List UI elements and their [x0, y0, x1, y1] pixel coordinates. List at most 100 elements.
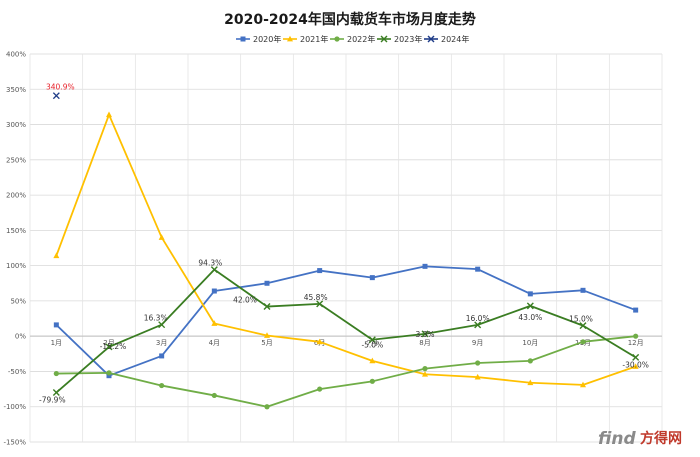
- data-point: [475, 360, 481, 366]
- data-point: [159, 382, 165, 389]
- data-point: [316, 300, 324, 308]
- data-labels: 340.9% -79.9% -15.2% 16.3% 94.3% 42.0% 45.8% -5…: [39, 83, 649, 405]
- chart-title: 2020-2024年国内载货车市场月度走势: [224, 11, 476, 28]
- data-point: [240, 36, 246, 42]
- x-tick-label: 2月: [103, 339, 114, 347]
- data-point: [527, 379, 534, 386]
- y-tick-label: -150%: [3, 439, 26, 447]
- data-point: [106, 370, 112, 376]
- x-tick-label: 10月: [522, 339, 538, 347]
- series-2021年: [53, 111, 639, 388]
- data-point: [368, 336, 376, 344]
- data-point: [53, 322, 59, 328]
- data-label: 42.0%: [233, 296, 257, 305]
- series-2023年: [52, 266, 640, 397]
- data-label: -5.0%: [361, 341, 383, 350]
- data-point: [106, 111, 112, 118]
- series-layer: [52, 92, 640, 410]
- series-line: [55, 268, 637, 394]
- legend-label: 2020年: [253, 34, 281, 44]
- data-point: [369, 357, 376, 364]
- data-point: [334, 36, 340, 42]
- data-point: [427, 35, 435, 43]
- data-point: [211, 320, 218, 326]
- legend-label: 2021年: [300, 34, 328, 44]
- data-point: [633, 307, 639, 313]
- data-point: [263, 303, 271, 311]
- data-point: [422, 371, 428, 377]
- x-tick-label: 1月: [51, 339, 62, 347]
- data-point: [580, 381, 586, 388]
- data-point: [106, 373, 112, 379]
- data-label: 340.9%: [46, 83, 75, 92]
- legend-item: 2024年: [424, 34, 469, 44]
- watermark-cn: 方得网: [640, 430, 682, 447]
- data-label: 15.0%: [569, 315, 593, 324]
- data-point: [210, 266, 218, 274]
- series-2022年: [53, 333, 639, 410]
- x-tick-label: 5月: [261, 339, 272, 347]
- y-tick-label: 150%: [6, 227, 26, 235]
- x-tick-label: 3月: [156, 339, 167, 347]
- legend-item: 2023年: [377, 34, 422, 44]
- data-point: [105, 343, 113, 351]
- x-axis: 1月2月3月4月5月6月7月8月9月10月11月12月: [51, 339, 644, 347]
- data-label: 94.3%: [198, 259, 222, 268]
- data-label: 16.0%: [466, 314, 490, 323]
- watermark: find 方得网: [598, 429, 682, 449]
- data-point: [527, 358, 533, 364]
- data-point: [579, 322, 587, 330]
- x-tick-label: 8月: [419, 339, 430, 347]
- y-axis: 400% 350% 300% 250% 200% 150% 100% 50% 0% -50% -10…: [3, 51, 26, 447]
- data-label: -30.0%: [622, 360, 649, 369]
- x-tick-label: 9月: [472, 339, 483, 347]
- data-point: [264, 404, 270, 410]
- data-point: [159, 353, 165, 359]
- data-point: [422, 263, 428, 269]
- series-line: [55, 265, 636, 377]
- y-tick-label: 200%: [6, 192, 26, 200]
- data-point: [264, 332, 270, 338]
- data-point: [287, 35, 293, 42]
- legend-item: 2020年: [236, 34, 281, 44]
- data-point: [527, 291, 533, 297]
- data-point: [317, 386, 323, 392]
- data-point: [211, 288, 217, 294]
- data-point: [632, 363, 639, 369]
- data-point: [158, 234, 165, 240]
- legend-item: 2022年: [330, 34, 375, 44]
- legend: 2020年 2021年 2022年 2023年 2024年: [236, 34, 469, 44]
- legend-label: 2022年: [347, 34, 375, 44]
- data-point: [422, 366, 428, 372]
- data-point: [369, 378, 375, 384]
- data-point: [52, 389, 60, 397]
- watermark-brand: find: [598, 429, 636, 449]
- x-tick-label: 4月: [209, 339, 220, 347]
- y-tick-label: 250%: [6, 156, 26, 164]
- data-point: [633, 333, 639, 339]
- y-tick-label: 0%: [15, 333, 26, 341]
- data-point: [211, 392, 217, 399]
- data-point: [52, 92, 60, 100]
- y-tick-label: 350%: [6, 86, 26, 94]
- data-point: [526, 302, 534, 310]
- y-tick-label: -50%: [8, 368, 26, 376]
- data-point: [632, 353, 640, 361]
- data-point: [474, 373, 481, 380]
- data-point: [380, 35, 388, 43]
- data-label: 45.8%: [304, 293, 328, 302]
- data-point: [53, 252, 60, 259]
- legend-label: 2024年: [441, 34, 469, 44]
- x-tick-label: 12月: [628, 339, 644, 347]
- legend-item: 2021年: [283, 34, 328, 44]
- data-point: [580, 339, 586, 345]
- data-point: [580, 287, 586, 293]
- legend-label: 2023年: [394, 34, 422, 44]
- data-point: [421, 330, 429, 338]
- series-2020年: [53, 263, 639, 379]
- data-point: [317, 268, 323, 274]
- data-label: 16.3%: [144, 314, 168, 323]
- data-point: [158, 321, 166, 329]
- series-2024年: [52, 92, 60, 100]
